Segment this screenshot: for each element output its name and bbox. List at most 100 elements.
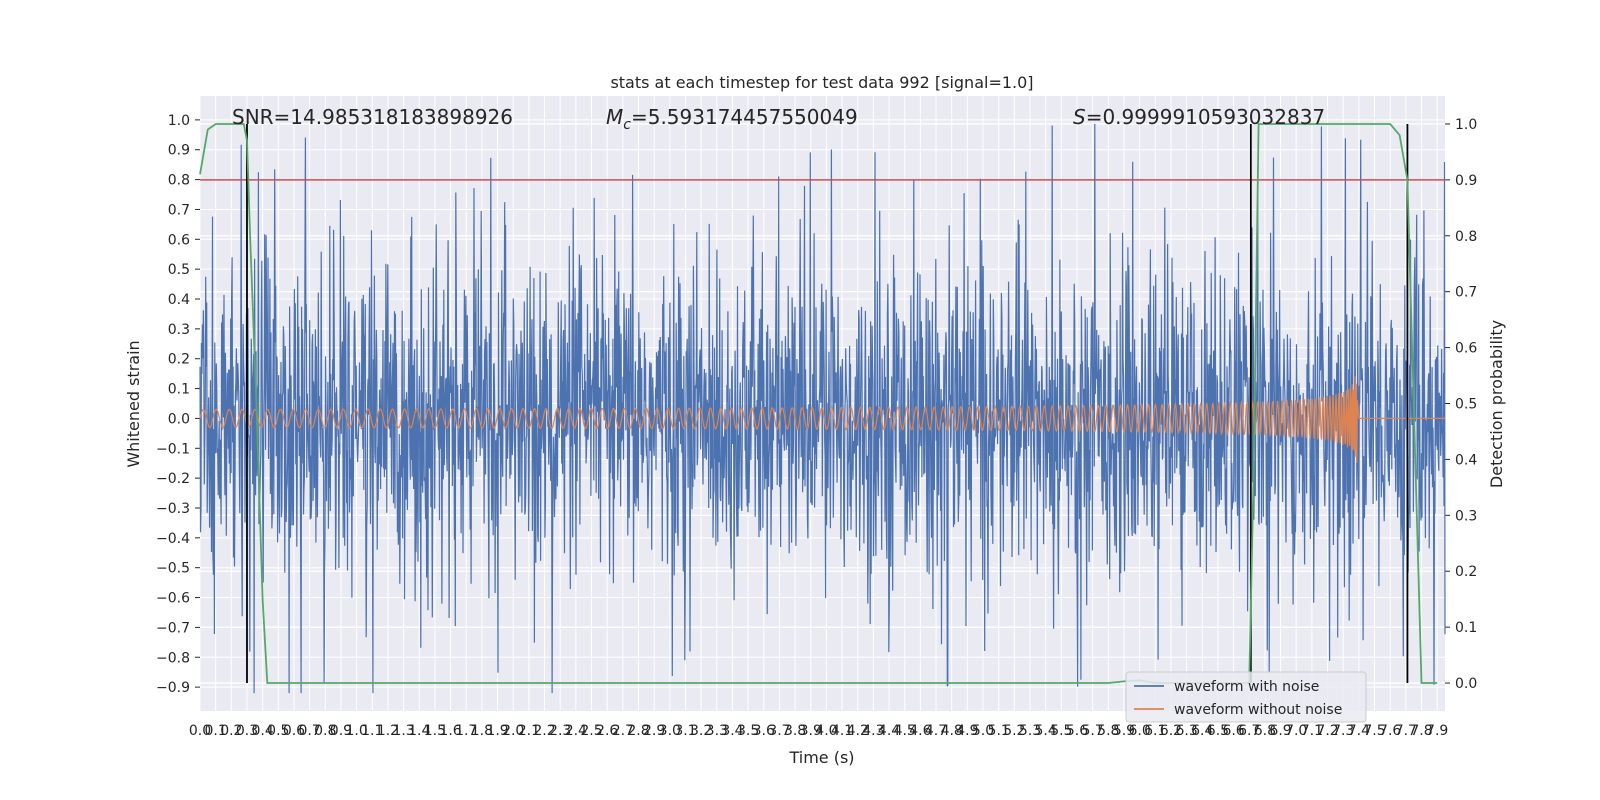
y-tick-label-left: −0.3 <box>156 501 190 517</box>
y-tick-label-right: 0.6 <box>1455 341 1477 357</box>
x-tick-label: 1.4 <box>408 723 430 739</box>
x-tick-label: 2.3 <box>549 723 571 739</box>
y-tick-label-right: 0.3 <box>1455 508 1477 524</box>
x-tick-label: 6.4 <box>1191 723 1213 739</box>
x-tick-labels: 0.00.10.20.30.40.50.60.70.80.91.01.11.21… <box>189 723 1448 739</box>
x-tick-label: 0.2 <box>220 723 242 739</box>
x-tick-label: 1.3 <box>392 723 414 739</box>
snr-annotation: SNR=14.985318183898926 <box>232 105 513 129</box>
x-tick-label: 2.6 <box>596 723 618 739</box>
y-tick-label-left: −0.1 <box>156 441 190 457</box>
y-tick-label-right: 0.5 <box>1455 397 1477 413</box>
x-tick-label: 6.6 <box>1222 723 1244 739</box>
x-tick-label: 7.8 <box>1410 723 1432 739</box>
x-tick-label: 2.0 <box>502 723 524 739</box>
chirp-mass-subscript: c <box>623 117 631 133</box>
x-tick-label: 2.9 <box>643 723 665 739</box>
x-tick-label: 4.8 <box>941 723 963 739</box>
legend: waveform with noise waveform without noi… <box>1125 671 1367 723</box>
x-tick-label: 4.1 <box>831 723 853 739</box>
x-tick-label: 5.2 <box>1003 723 1025 739</box>
x-tick-label: 7.7 <box>1395 723 1417 739</box>
x-tick-label: 4.7 <box>925 723 947 739</box>
y-tick-label-left: 0.9 <box>168 143 190 159</box>
x-tick-label: 0.3 <box>236 723 258 739</box>
x-tick-label: 6.0 <box>1128 723 1150 739</box>
x-tick-label: 7.9 <box>1426 723 1448 739</box>
x-tick-label: 1.1 <box>361 723 383 739</box>
x-tick-label: 6.7 <box>1238 723 1260 739</box>
x-tick-label: 2.7 <box>612 723 634 739</box>
y-tick-label-right: 1.0 <box>1455 117 1477 133</box>
score-annotation: S=0.9999910593032837 <box>1073 105 1325 129</box>
y-tick-label-left: −0.6 <box>156 591 190 607</box>
x-tick-label: 6.8 <box>1254 723 1276 739</box>
x-tick-label: 7.4 <box>1348 723 1370 739</box>
y-tick-labels-right: 0.0 0.1 0.2 0.3 0.4 0.5 0.6 0.7 0.8 0.9 1.0 <box>1455 117 1477 692</box>
series-waveform-with-noise <box>199 123 1446 694</box>
x-tick-label: 7.2 <box>1316 723 1338 739</box>
y-tick-label-left: 0.1 <box>168 382 190 398</box>
x-tick-label: 1.2 <box>377 723 399 739</box>
y-tick-label-right: 0.7 <box>1455 285 1477 301</box>
x-tick-label: 3.4 <box>721 723 743 739</box>
x-tick-label: 5.5 <box>1050 723 1072 739</box>
x-tick-label: 4.3 <box>862 723 884 739</box>
y-tick-label-right: 0.1 <box>1455 620 1477 636</box>
y-tick-label-left: 0.8 <box>168 173 190 189</box>
legend-box <box>1125 671 1367 723</box>
legend-label-without-noise: waveform without noise <box>1174 702 1342 718</box>
x-tick-label: 2.5 <box>580 723 602 739</box>
x-tick-label: 1.8 <box>471 723 493 739</box>
y-tick-label-right: 0.0 <box>1455 676 1477 692</box>
x-tick-label: 3.2 <box>690 723 712 739</box>
x-tick-label: 6.3 <box>1175 723 1197 739</box>
series-waveform-without-noise <box>199 376 1445 464</box>
x-tick-label: 0.6 <box>283 723 305 739</box>
y-tick-label-right: 0.4 <box>1455 452 1477 468</box>
x-tick-label: 7.3 <box>1332 723 1354 739</box>
x-tick-label: 3.0 <box>659 723 681 739</box>
y-tick-label-left: 0.3 <box>168 322 190 338</box>
y-tick-label-left: 0.0 <box>168 411 190 427</box>
x-tick-label: 2.2 <box>533 723 555 739</box>
y-tick-label-left: −0.8 <box>156 650 190 666</box>
score-symbol: S <box>1073 105 1086 129</box>
x-tick-label: 5.3 <box>1019 723 1041 739</box>
chirp-mass-symbol: M <box>606 105 623 129</box>
x-tick-label: 5.1 <box>988 723 1010 739</box>
x-tick-label: 6.5 <box>1207 723 1229 739</box>
y-tick-label-left: 0.6 <box>168 232 190 248</box>
x-tick-label: 5.9 <box>1113 723 1135 739</box>
x-tick-label: 5.0 <box>972 723 994 739</box>
series-detection-probability <box>199 123 1438 684</box>
x-tick-label: 7.5 <box>1363 723 1385 739</box>
x-tick-label: 0.5 <box>267 723 289 739</box>
y-axis-label-right: Detection probability <box>1487 320 1506 488</box>
chirp-mass-annotation: Mc=5.593174457550049 <box>606 105 858 133</box>
x-tick-label: 3.8 <box>784 723 806 739</box>
x-tick-label: 1.5 <box>424 723 446 739</box>
y-tick-label-left: 1.0 <box>168 113 190 129</box>
x-tick-label: 3.1 <box>674 723 696 739</box>
x-tick-label: 0.0 <box>189 723 211 739</box>
x-tick-label: 4.5 <box>894 723 916 739</box>
x-tick-label: 3.6 <box>753 723 775 739</box>
data-layer <box>199 123 1446 694</box>
score-value: =0.9999910593032837 <box>1086 105 1325 129</box>
y-tick-label-left: 0.7 <box>168 202 190 218</box>
y-tick-labels-left: −0.9 −0.8 −0.7 −0.6 −0.5 −0.4 −0.3 −0.2 −0.1 0.0 0… <box>156 113 190 696</box>
chirp-mass-value: =5.593174457550049 <box>631 105 858 129</box>
x-tick-label: 5.4 <box>1035 723 1057 739</box>
x-tick-label: 6.1 <box>1144 723 1166 739</box>
x-tick-label: 7.6 <box>1379 723 1401 739</box>
y-tick-label-left: 0.5 <box>168 262 190 278</box>
x-tick-label: 1.6 <box>439 723 461 739</box>
x-tick-label: 7.1 <box>1301 723 1323 739</box>
x-tick-label: 4.6 <box>909 723 931 739</box>
x-tick-label: 5.6 <box>1066 723 1088 739</box>
x-tick-label: 0.8 <box>314 723 336 739</box>
x-tick-label: 6.9 <box>1269 723 1291 739</box>
y-tick-label-left: −0.9 <box>156 680 190 696</box>
